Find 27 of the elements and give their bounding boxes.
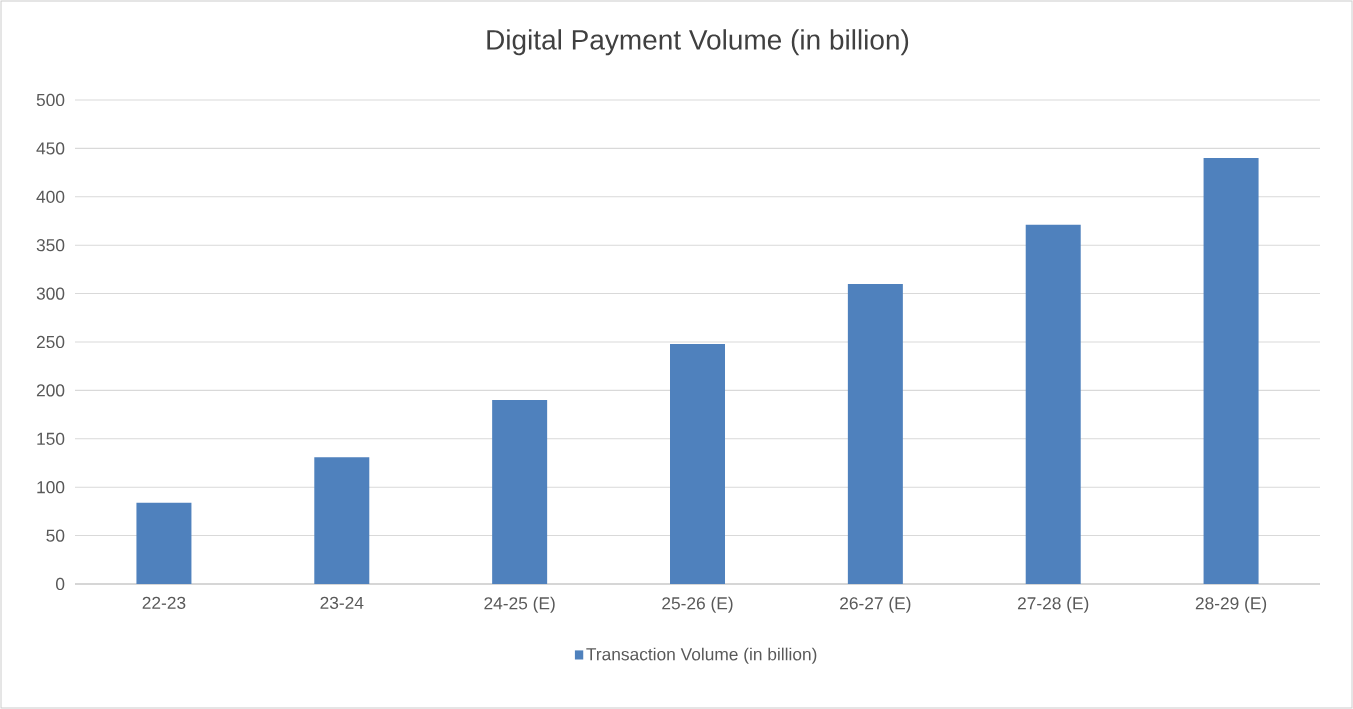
- x-tick-label: 23-24: [320, 596, 364, 609]
- bar: [670, 343, 725, 584]
- bar: [1025, 224, 1081, 584]
- y-tick-label: 250: [36, 335, 65, 349]
- y-tick-label: 500: [36, 93, 65, 107]
- x-tick-label: 28-29 (E): [1195, 596, 1267, 613]
- y-tick-label: 100: [37, 481, 65, 494]
- chart-title: Digital Payment Volume (in billion): [487, 29, 909, 56]
- bar: [1203, 158, 1259, 584]
- x-tick-label: 24-25 (E): [484, 596, 555, 613]
- y-tick-label: 50: [46, 529, 65, 542]
- bar: [314, 457, 370, 584]
- bar: [847, 283, 903, 584]
- y-tick-label: 150: [37, 432, 65, 445]
- y-tick-label: 350: [36, 239, 65, 252]
- y-tick-label: 0: [55, 577, 65, 591]
- y-tick-label: 200: [36, 384, 65, 397]
- y-tick-label: 450: [36, 142, 65, 155]
- bar: [136, 502, 192, 584]
- y-tick-label: 300: [36, 287, 65, 300]
- x-tick-label: 26-27 (E): [840, 596, 911, 613]
- bar: [492, 400, 548, 584]
- legend-label: Transaction Volume (in billion): [586, 647, 817, 664]
- x-tick-label: 22-23: [142, 596, 186, 609]
- x-tick-label: 27-28 (E): [1017, 596, 1089, 613]
- y-tick-label: 400: [36, 190, 65, 203]
- x-tick-label: 25-26 (E): [662, 596, 733, 613]
